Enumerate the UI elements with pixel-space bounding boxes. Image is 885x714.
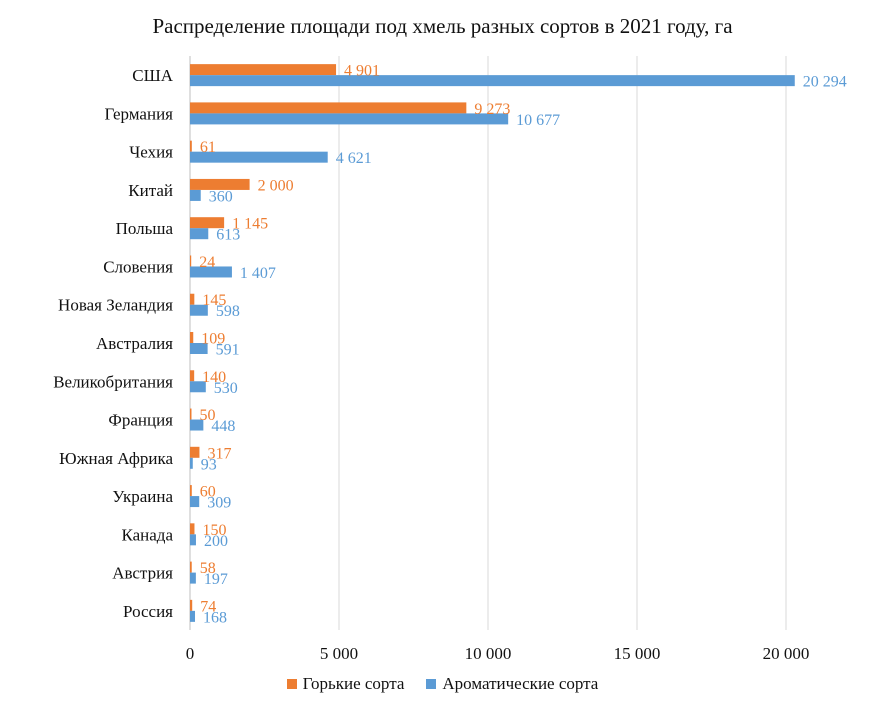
bar-bitter	[190, 370, 195, 382]
category-label: Словения	[103, 257, 173, 276]
bar-bitter	[190, 64, 337, 76]
data-label-aroma: 360	[209, 188, 233, 205]
data-label-aroma: 1 407	[240, 265, 276, 282]
bar-bitter	[190, 408, 192, 420]
bar-aroma	[190, 113, 509, 125]
bar-bitter	[190, 523, 195, 535]
bar-bitter	[190, 217, 225, 229]
data-label-aroma: 613	[216, 227, 240, 244]
bar-bitter	[190, 561, 192, 573]
category-label: Чехия	[129, 143, 173, 162]
bar-aroma	[190, 534, 196, 546]
bars-layer	[190, 64, 795, 622]
data-label-bitter: 1 145	[232, 216, 268, 233]
category-label: США	[132, 66, 173, 85]
data-label-bitter: 317	[207, 445, 231, 462]
bar-aroma	[190, 304, 208, 316]
data-labels: 4 901 20 294 9 273 10 677 61 4 621 2 000 360 1 1…	[199, 63, 847, 627]
data-label-aroma: 598	[216, 303, 240, 320]
x-tick-label: 15 000	[614, 644, 661, 663]
bar-aroma	[190, 419, 204, 431]
bar-bitter	[190, 255, 192, 267]
data-label-bitter: 24	[199, 254, 215, 271]
bar-bitter	[190, 102, 467, 114]
bar-aroma	[190, 228, 209, 240]
category-label: Новая Зеландия	[58, 296, 173, 315]
category-label: Австралия	[96, 334, 173, 353]
category-label: Китай	[128, 181, 173, 200]
category-label: Южная Африка	[59, 449, 173, 468]
data-label-bitter: 4 901	[344, 63, 380, 80]
bar-bitter	[190, 293, 195, 305]
data-label-aroma: 530	[214, 380, 238, 397]
category-label: Австрия	[112, 564, 173, 583]
data-label-bitter: 2 000	[258, 177, 294, 194]
data-label-aroma: 448	[211, 418, 235, 435]
legend-swatch-bitter	[286, 679, 297, 689]
category-label: Германия	[104, 104, 173, 123]
legend-label-bitter: Горькие сорта	[302, 674, 405, 693]
bar-aroma	[190, 381, 206, 393]
legend-item-aroma: Ароматические сорта	[426, 674, 598, 694]
x-tick-label: 20 000	[763, 644, 810, 663]
bar-bitter	[190, 599, 193, 611]
category-label: Великобритания	[53, 372, 173, 391]
data-label-aroma: 200	[204, 533, 228, 550]
data-label-aroma: 309	[207, 495, 231, 512]
data-label-aroma: 20 294	[803, 74, 847, 91]
data-label-bitter: 9 273	[474, 101, 510, 118]
data-label-bitter: 74	[200, 598, 216, 615]
axis-tick-labels: 0 5 000 10 000 15 000 20 000	[186, 644, 810, 663]
data-label-aroma: 10 677	[516, 112, 560, 129]
grid-layer	[189, 56, 787, 630]
bar-bitter	[190, 140, 192, 152]
data-label-bitter: 145	[202, 292, 226, 309]
data-label-aroma: 591	[216, 342, 240, 359]
bar-aroma	[190, 343, 208, 354]
bar-aroma	[190, 266, 232, 278]
bar-bitter	[190, 485, 192, 497]
category-label: Франция	[108, 411, 173, 430]
legend-item-bitter: Горькие сорта	[286, 674, 405, 694]
data-label-bitter: 50	[199, 407, 215, 424]
category-label: Польша	[116, 219, 174, 238]
bar-aroma	[190, 572, 196, 584]
bar-bitter	[190, 446, 200, 458]
category-labels: США Германия Чехия Китай Польша Словения Новая…	[53, 66, 174, 621]
data-label-aroma: 4 621	[336, 150, 372, 167]
chart-legend: Горькие сорта Ароматические сорта	[0, 674, 885, 694]
data-label-aroma: 168	[203, 609, 227, 626]
data-label-bitter: 150	[202, 522, 226, 539]
data-label-bitter: 58	[200, 560, 216, 577]
category-label: Россия	[123, 602, 173, 621]
bar-aroma	[190, 151, 328, 163]
data-label-bitter: 61	[200, 139, 216, 156]
bar-aroma	[190, 189, 201, 201]
legend-swatch-aroma	[426, 679, 437, 689]
bar-aroma	[190, 610, 196, 622]
data-label-aroma: 197	[204, 571, 228, 588]
bar-aroma	[190, 75, 795, 87]
x-tick-label: 0	[186, 644, 195, 663]
category-label: Украина	[112, 487, 173, 506]
data-label-bitter: 60	[200, 484, 216, 501]
bar-aroma	[190, 496, 200, 508]
data-label-aroma: 93	[201, 456, 217, 473]
bar-bitter	[190, 332, 194, 343]
category-label: Канада	[122, 525, 174, 544]
data-label-bitter: 140	[202, 369, 226, 386]
x-tick-label: 5 000	[320, 644, 358, 663]
bar-aroma	[190, 457, 193, 469]
x-tick-label: 10 000	[465, 644, 512, 663]
data-label-bitter: 109	[201, 331, 225, 348]
bar-bitter	[190, 178, 250, 190]
legend-label-aroma: Ароматические сорта	[442, 674, 599, 693]
chart-title: Распределение площади под хмель разных с…	[152, 14, 733, 38]
